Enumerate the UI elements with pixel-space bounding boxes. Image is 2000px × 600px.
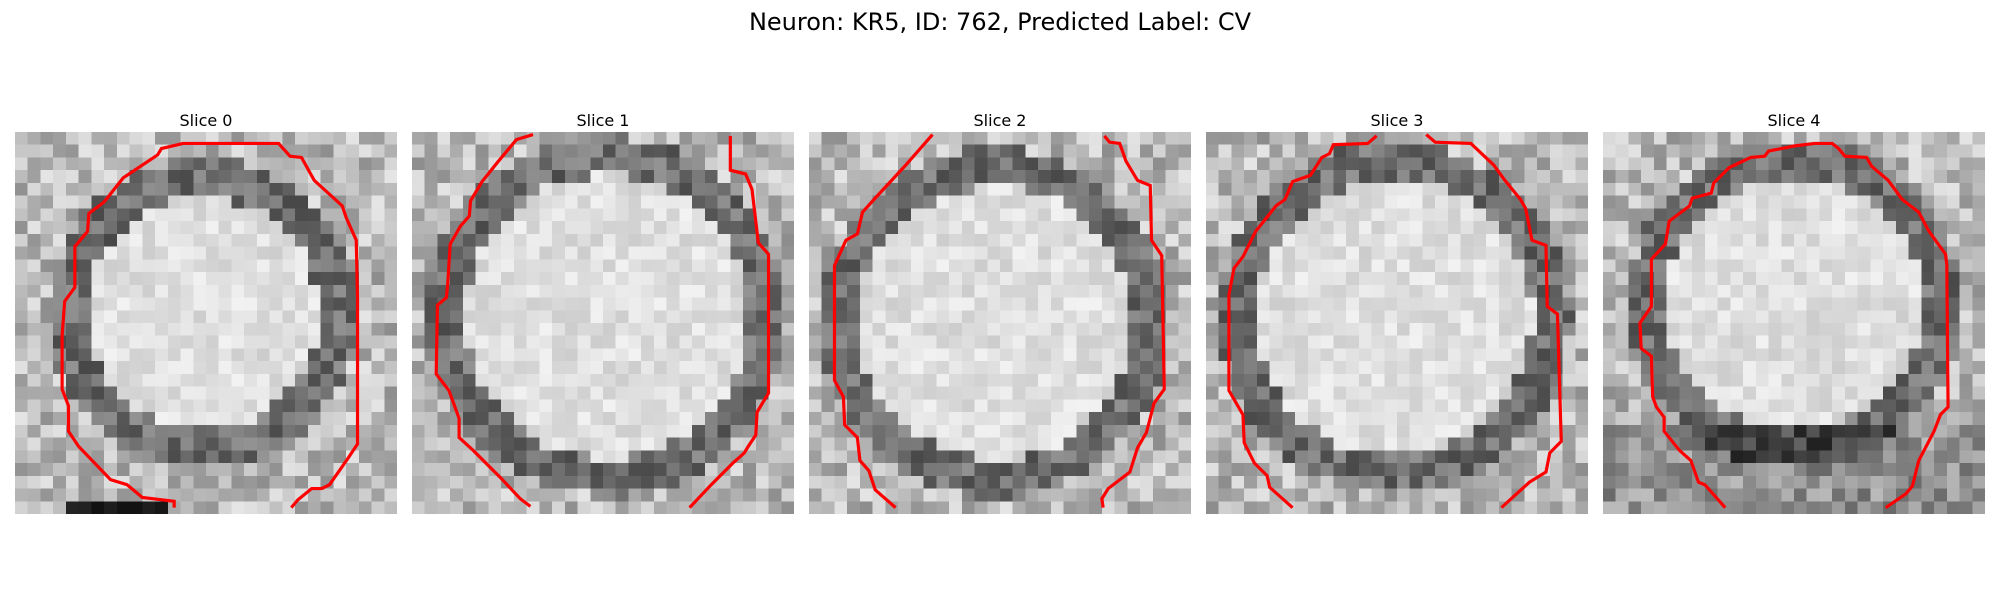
contour-line [1425, 133, 1563, 509]
slice-image [809, 132, 1191, 514]
slice-title: Slice 4 [1767, 111, 1821, 130]
slice-title: Slice 3 [1370, 111, 1424, 130]
slice-image [15, 132, 397, 514]
contour-line [60, 141, 360, 509]
slice-image [1206, 132, 1588, 514]
slice-panel-1: Slice 1 [412, 110, 794, 514]
slice-title: Slice 2 [973, 111, 1027, 130]
figure-title: Neuron: KR5, ID: 762, Predicted Label: C… [748, 8, 1252, 36]
slice-title: Slice 0 [179, 111, 233, 130]
contour-line [688, 135, 771, 509]
contour-line [1638, 141, 1950, 509]
slice-panel-3: Slice 3 [1206, 110, 1588, 514]
contour-line [1100, 134, 1166, 508]
slice-title: Slice 1 [576, 111, 630, 130]
slice-panel-0: Slice 0 [15, 110, 397, 514]
slice-panel-4: Slice 4 [1603, 110, 1985, 514]
slice-image [412, 132, 794, 514]
contour-line [1227, 134, 1378, 509]
slice-image [1603, 132, 1985, 514]
contour-line [434, 133, 534, 508]
contour-line [832, 133, 934, 509]
slice-panel-2: Slice 2 [809, 110, 1191, 514]
